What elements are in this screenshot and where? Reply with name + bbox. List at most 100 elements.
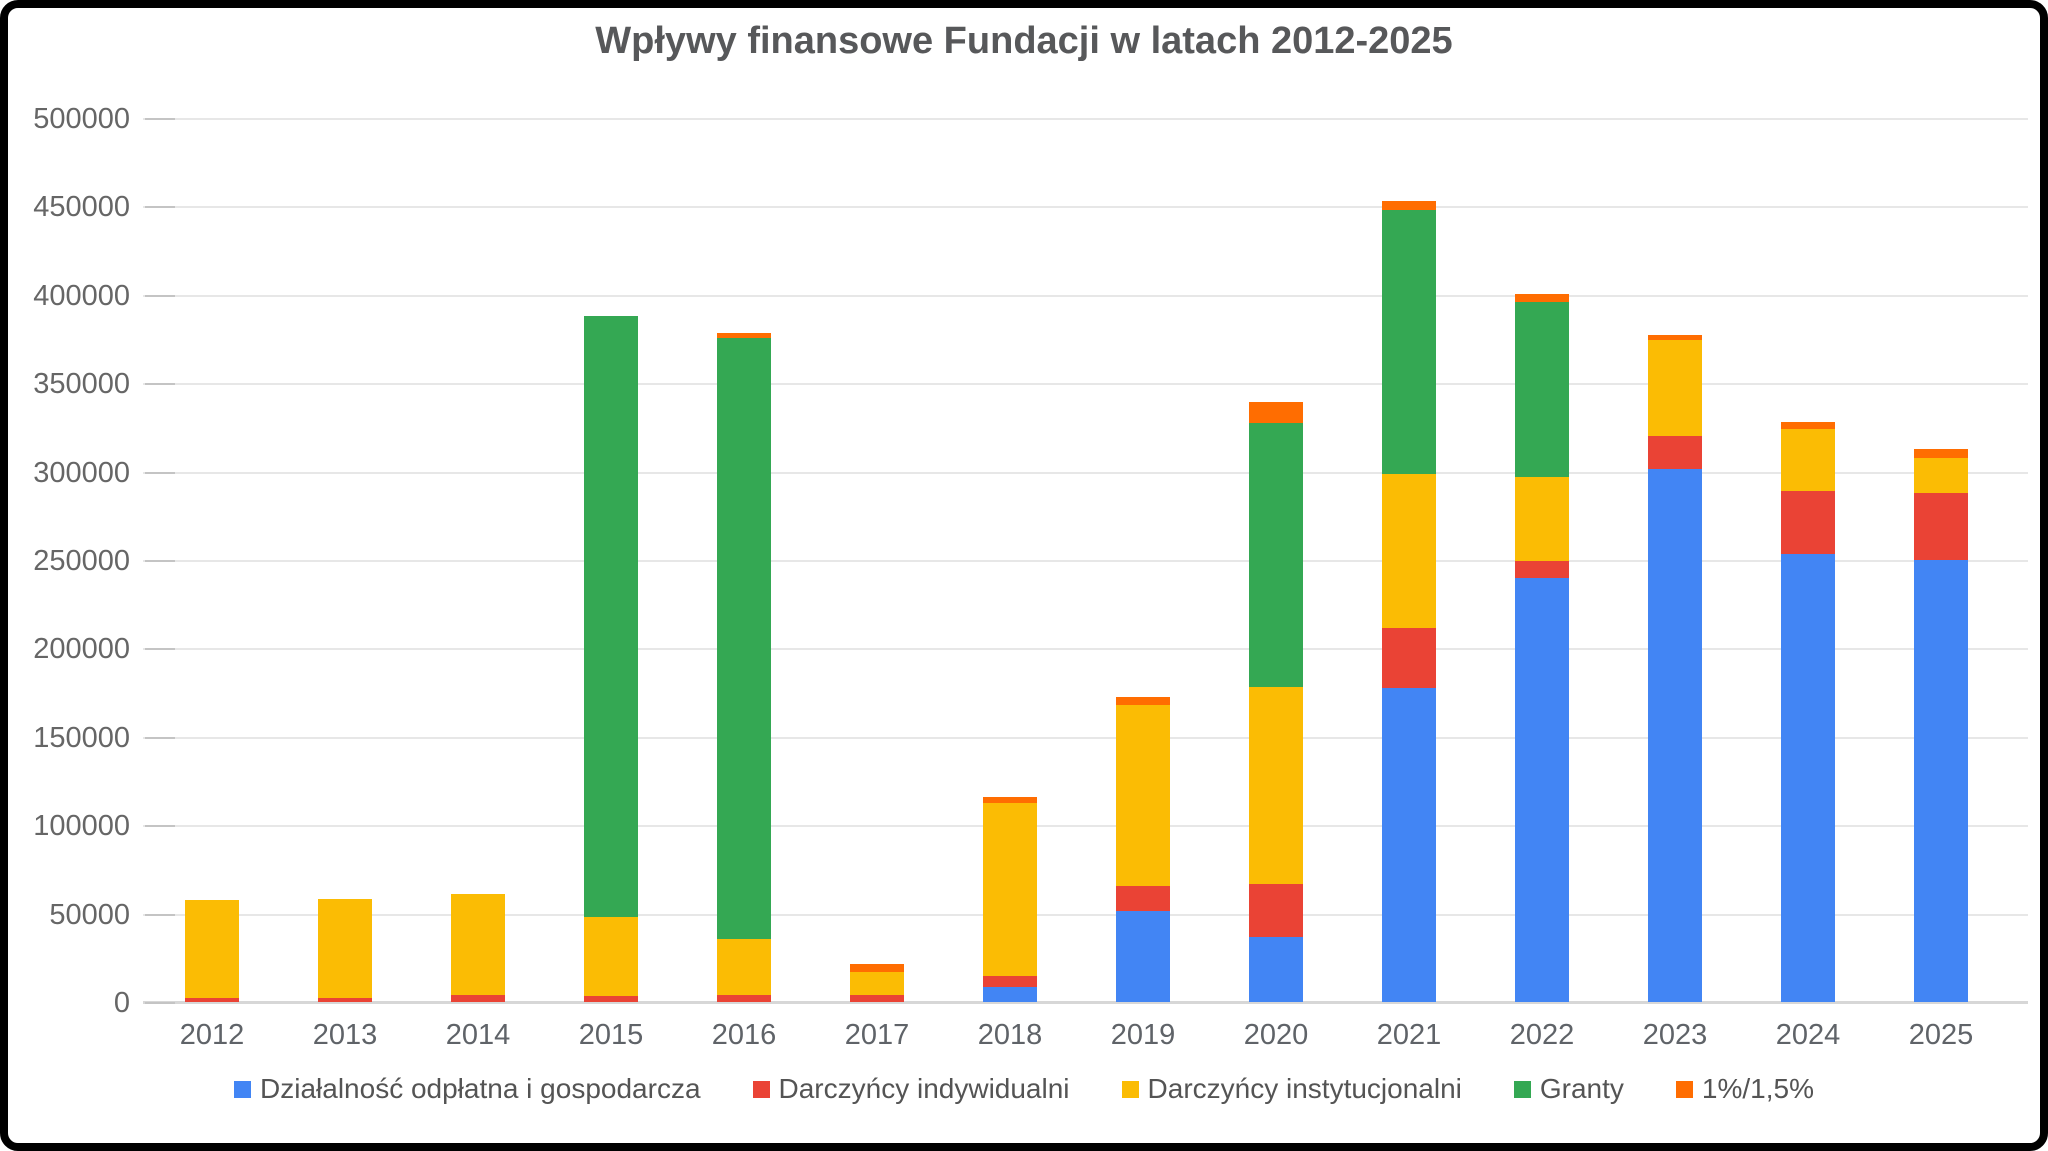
x-axis-label-2012: 2012: [179, 1019, 245, 1051]
x-axis-label-2025: 2025: [1908, 1019, 1974, 1051]
x-axis-label-2019: 2019: [1110, 1019, 1176, 1051]
bar-segment-2022-yellow: [1515, 477, 1569, 561]
y-axis-tick: [145, 737, 175, 739]
y-axis-label: 50000: [49, 899, 130, 931]
y-axis-label: 100000: [33, 810, 130, 842]
bar-segment-2024-yellow: [1781, 429, 1835, 491]
legend-label: 1%/1,5%: [1701, 1073, 1814, 1104]
x-axis-label-2020: 2020: [1243, 1019, 1309, 1051]
legend-item: Granty: [1513, 1072, 1624, 1106]
y-axis-label: 350000: [33, 368, 130, 400]
gridline: [143, 118, 2028, 120]
y-axis-label: 300000: [33, 457, 130, 489]
legend-item: 1%/1,5%: [1675, 1072, 1814, 1106]
y-axis-tick: [145, 472, 175, 474]
bar-segment-2019-red: [1116, 886, 1170, 911]
bar-segment-2023-orange: [1648, 335, 1702, 340]
bar-segment-2024-orange: [1781, 422, 1835, 429]
x-axis-label-2021: 2021: [1376, 1019, 1442, 1051]
gridline: [143, 648, 2028, 650]
bar-segment-2024-blue: [1781, 554, 1835, 1002]
bar-segment-2021-blue: [1382, 688, 1436, 1002]
bar-segment-2022-orange: [1515, 294, 1569, 302]
y-axis-tick: [145, 118, 175, 120]
y-axis-tick: [145, 295, 175, 297]
page-title: Wpływy finansowe Fundacji w latach 2012-…: [595, 20, 1453, 62]
bar-segment-2013-red: [318, 998, 372, 1002]
bar-segment-2015-red: [584, 996, 638, 1002]
bar-segment-2016-yellow: [717, 939, 771, 995]
x-axis-label-2015: 2015: [578, 1019, 644, 1051]
legend-item: Darczyńcy instytucjonalni: [1121, 1072, 1462, 1106]
legend: Działalność odpłatna i gospodarcza Darczy…: [0, 1072, 2048, 1106]
bar-segment-2023-red: [1648, 436, 1702, 469]
bar-segment-2015-yellow: [584, 917, 638, 996]
x-axis-baseline: [143, 1001, 2028, 1004]
bar-segment-2015-green: [584, 316, 638, 917]
y-axis-tick: [145, 560, 175, 562]
bar-segment-2023-yellow: [1648, 340, 1702, 436]
bar-segment-2025-yellow: [1914, 458, 1968, 493]
bar-segment-2012-yellow: [185, 900, 239, 998]
legend-swatch-green: [1513, 1080, 1531, 1098]
legend-label: Działalność odpłatna i gospodarcza: [260, 1073, 701, 1104]
bar-segment-2020-blue: [1249, 937, 1303, 1002]
y-axis-label: 150000: [33, 722, 130, 754]
y-axis-label: 400000: [33, 280, 130, 312]
bar-segment-2025-red: [1914, 493, 1968, 560]
gridline: [143, 383, 2028, 385]
gridline: [143, 295, 2028, 297]
bar-segment-2025-orange: [1914, 449, 1968, 458]
bar-segment-2018-orange: [983, 797, 1037, 803]
y-axis-tick: [145, 648, 175, 650]
bar-segment-2025-blue: [1914, 560, 1968, 1002]
y-axis-label: 450000: [33, 191, 130, 223]
legend-label: Darczyńcy indywidualni: [778, 1073, 1070, 1104]
x-axis-label-2014: 2014: [445, 1019, 511, 1051]
bar-segment-2020-yellow: [1249, 687, 1303, 884]
bar-segment-2017-red: [850, 995, 904, 1002]
bar-segment-2020-red: [1249, 884, 1303, 937]
x-axis-label-2022: 2022: [1509, 1019, 1575, 1051]
legend-label: Darczyńcy instytucjonalni: [1147, 1073, 1462, 1104]
bar-segment-2024-red: [1781, 491, 1835, 554]
legend-swatch-blue: [234, 1080, 252, 1098]
gridline: [143, 560, 2028, 562]
legend-item: Darczyńcy indywidualni: [752, 1072, 1070, 1106]
bar-segment-2017-orange: [850, 964, 904, 972]
gridline: [143, 472, 2028, 474]
bar-segment-2018-yellow: [983, 803, 1037, 976]
bar-segment-2016-orange: [717, 333, 771, 338]
x-axis-label-2018: 2018: [977, 1019, 1043, 1051]
bar-segment-2020-green: [1249, 423, 1303, 687]
x-axis-label-2013: 2013: [312, 1019, 378, 1051]
y-axis-label: 200000: [33, 633, 130, 665]
bar-segment-2016-red: [717, 995, 771, 1002]
bar-segment-2013-yellow: [318, 899, 372, 998]
y-axis-tick: [145, 1002, 175, 1004]
legend-swatch-yellow: [1121, 1080, 1139, 1098]
y-axis-label: 250000: [33, 545, 130, 577]
bar-segment-2021-red: [1382, 628, 1436, 688]
y-axis-tick: [145, 206, 175, 208]
y-axis-label: 0: [113, 987, 130, 1019]
bar-segment-2014-yellow: [451, 894, 505, 995]
bar-segment-2020-orange: [1249, 402, 1303, 423]
bar-segment-2016-green: [717, 338, 771, 939]
x-axis-label-2017: 2017: [844, 1019, 910, 1051]
bar-segment-2018-blue: [983, 987, 1037, 1002]
gridline: [143, 914, 2028, 916]
bar-segment-2023-blue: [1648, 469, 1702, 1002]
bar-segment-2021-green: [1382, 210, 1436, 474]
legend-item: Działalność odpłatna i gospodarcza: [234, 1072, 701, 1106]
legend-swatch-red: [752, 1080, 770, 1098]
bar-segment-2021-orange: [1382, 201, 1436, 210]
x-axis-label-2016: 2016: [711, 1019, 777, 1051]
y-axis-tick: [145, 825, 175, 827]
y-axis-tick: [145, 383, 175, 385]
bar-segment-2021-yellow: [1382, 474, 1436, 628]
y-axis-tick: [145, 914, 175, 916]
legend-label: Granty: [1539, 1073, 1624, 1104]
